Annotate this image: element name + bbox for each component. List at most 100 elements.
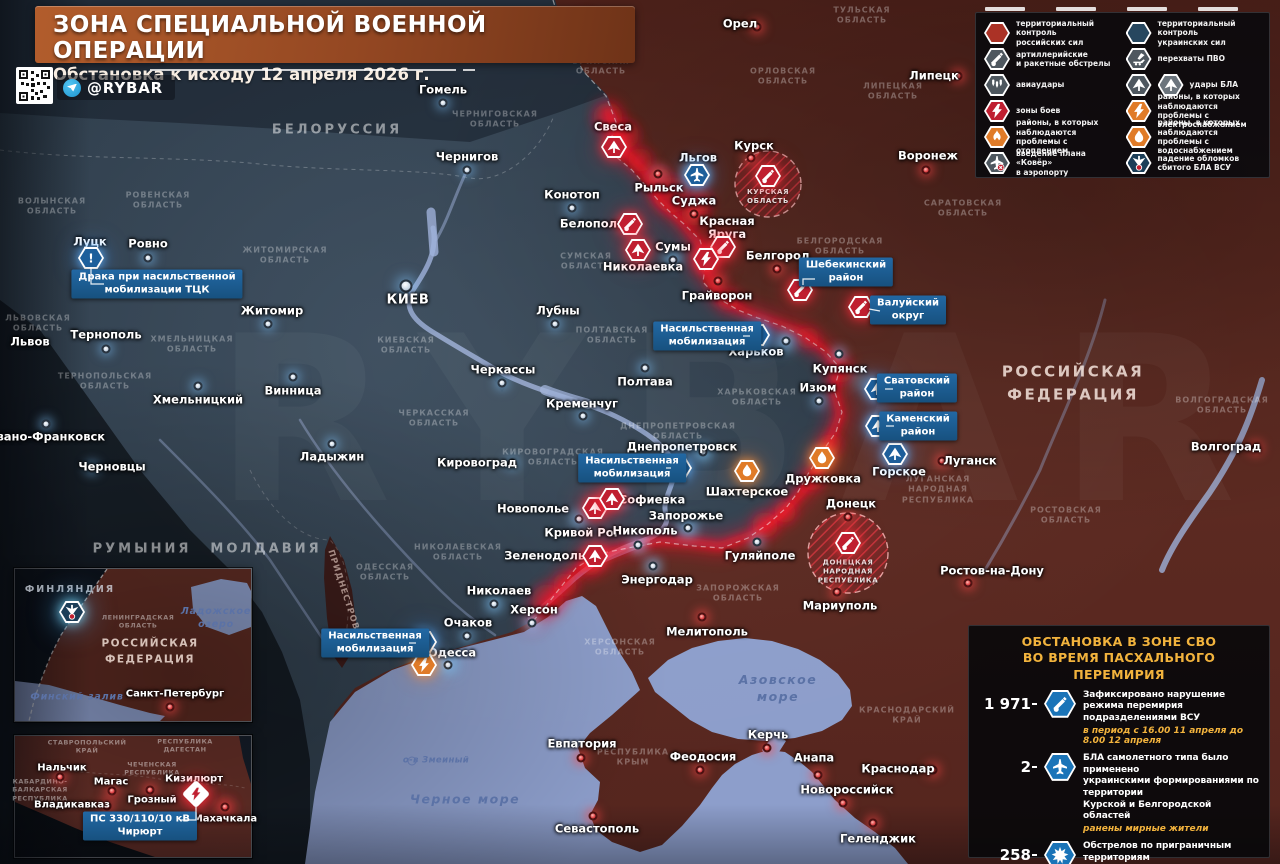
callout: ПС 330/110/10 кВ Чирюрт (82, 811, 198, 841)
legend-label: авиаудары (1016, 80, 1065, 90)
stat-row: 258 Обстрелов по приграничным территориям… (979, 840, 1259, 864)
legend-label: территориальный контроль украинских сил (1157, 18, 1236, 47)
city-marker (288, 372, 298, 382)
region-label: ЧЕРКАССКАЯ ОБЛАСТЬ (398, 408, 470, 428)
region-label: ТУЛЬСКАЯ ОБЛАСТЬ (833, 5, 891, 25)
city-label: Курск (734, 138, 774, 153)
city-label: Нальчик (37, 762, 87, 774)
city-label: Сумы (655, 239, 691, 254)
city-marker (746, 153, 756, 163)
city-marker (762, 743, 772, 753)
legend-debris-icon (1125, 152, 1152, 174)
city-marker (683, 523, 693, 533)
city-marker (507, 458, 517, 468)
stat-text: Обстрелов по приграничным территориям и … (1083, 840, 1232, 863)
legend-label: районы, в которых наблюдаются проблемы с… (1157, 118, 1240, 156)
city-marker (578, 411, 588, 421)
city-label: Новополье (496, 501, 570, 516)
city-marker (462, 631, 472, 641)
city-marker (41, 419, 51, 429)
region-label: ВОЛГОГРАДСКАЯ ОБЛАСТЬ (1175, 395, 1269, 415)
city-label: Феодосия (669, 749, 737, 764)
city-marker (489, 599, 499, 609)
city-marker (145, 785, 155, 795)
city-label: Никополь (612, 523, 678, 538)
banner-divider-dash (463, 69, 475, 71)
region-label: ЛИПЕЦКАЯ ОБЛАСТЬ (863, 81, 923, 101)
region-label: ЧЕЧЕНСКАЯ РЕСПУБЛИКА (124, 760, 180, 777)
city-label: Шахтерское (705, 484, 789, 499)
sea-label: Финский залив (30, 691, 124, 703)
city-label: Новороссийск (800, 782, 894, 797)
debris-blue-icon (59, 601, 85, 623)
lightning-red-icon (693, 248, 719, 270)
region-label: ТЕРНОПОЛЬСКАЯ ОБЛАСТЬ (57, 371, 153, 391)
stat-burst-icon (1044, 840, 1076, 864)
city-label: Гомель (418, 82, 468, 97)
lightning-orange-icon (411, 654, 437, 676)
telegram-link[interactable]: @RYBAR (57, 75, 175, 100)
city-label: КИЕВ (386, 292, 430, 308)
city-marker (87, 463, 97, 473)
city-marker (937, 456, 947, 466)
region-label: СУМСКАЯ ОБЛАСТЬ (560, 251, 612, 271)
city-marker (653, 169, 663, 179)
drone-red-icon (625, 239, 651, 261)
legend-label: зоны боев (1016, 106, 1061, 116)
city-marker (689, 209, 699, 219)
city-marker (193, 381, 203, 391)
qr-code[interactable] (16, 67, 53, 104)
city-label: Грозный (127, 794, 177, 806)
city-marker (588, 811, 598, 821)
region-label: КИРОВОГРАДСКАЯ ОБЛАСТЬ (502, 447, 604, 467)
region-label: ВОЛЫНСКАЯ ОБЛАСТЬ (17, 196, 87, 216)
stats-title: ОБСТАНОВКА В ЗОНЕ СВО ВО ВРЕМЯ ПАСХАЛЬНО… (1021, 634, 1217, 682)
stat-row: 1 971 Зафиксировано нарушение режима пере… (979, 689, 1259, 746)
city-marker (107, 786, 117, 796)
city-label: Луцк (73, 234, 107, 249)
ruler-dash (1127, 7, 1167, 11)
callout: Насильственная мобилизация (578, 453, 686, 483)
city-marker (668, 255, 678, 265)
stat-note: ранены мирные жители (1083, 823, 1209, 834)
artillery-red-icon (755, 165, 781, 187)
telegram-handle: @RYBAR (87, 78, 163, 97)
city-label: Керчь (747, 727, 789, 742)
city-label: Кременчуг (546, 396, 618, 411)
drone-red-icon (582, 545, 608, 567)
city-label: Полтава (617, 374, 673, 389)
region-label: БЕЛГОРОДСКАЯ ОБЛАСТЬ (796, 236, 884, 256)
city-label: Черкассы (470, 362, 536, 377)
drop-orange-icon (809, 447, 835, 469)
legend-label: удары БЛА (1189, 80, 1239, 90)
city-label: Дружковка (785, 471, 861, 486)
region-label: КИЕВСКАЯ ОБЛАСТЬ (377, 335, 435, 355)
legend-label: районы, в которых наблюдаются проблемы с… (1016, 118, 1099, 156)
region-label: КРАСНОДАРСКИЙ КРАЙ (859, 705, 955, 725)
telegram-icon (63, 78, 81, 97)
legend-panel: территориальный контроль российских сил а… (975, 12, 1270, 178)
legend-row: падение обломков сбитого БЛА ВСУ (1125, 151, 1262, 175)
legend-label: районы, в которых наблюдаются проблемы с… (1157, 92, 1247, 130)
city-label: Львов (10, 334, 50, 349)
legend-control-ua-icon (1125, 22, 1152, 44)
city-marker (567, 203, 577, 213)
callout: Валуйский округ (870, 295, 946, 325)
city-label: Грайворон (681, 288, 753, 303)
region-label: ХАРЬКОВСКАЯ ОБЛАСТЬ (717, 387, 797, 407)
excl-blue-icon: ! (78, 247, 104, 269)
legend-drone-icon (1125, 74, 1152, 96)
city-label: Ростов-на-Дону (940, 563, 1044, 578)
region-label: НИКОЛАЕВСКАЯ ОБЛАСТЬ (414, 542, 502, 562)
power-station-strike-icon (181, 779, 211, 809)
city-marker (399, 279, 413, 293)
region-label: ДОНЕЦКАЯ НАРОДНАЯ РЕСПУБЛИКА (817, 558, 879, 585)
legend-label: перехваты ПВО (1157, 54, 1225, 64)
drop-orange-icon (734, 460, 760, 482)
legend-label: территориальный контроль российских сил (1016, 18, 1095, 47)
city-marker (695, 765, 705, 775)
country-label: РУМЫНИЯ (92, 541, 192, 557)
city-label: Махачкала (192, 813, 258, 825)
region-label: КУРСКАЯ ОБЛАСТЬ (746, 187, 790, 205)
